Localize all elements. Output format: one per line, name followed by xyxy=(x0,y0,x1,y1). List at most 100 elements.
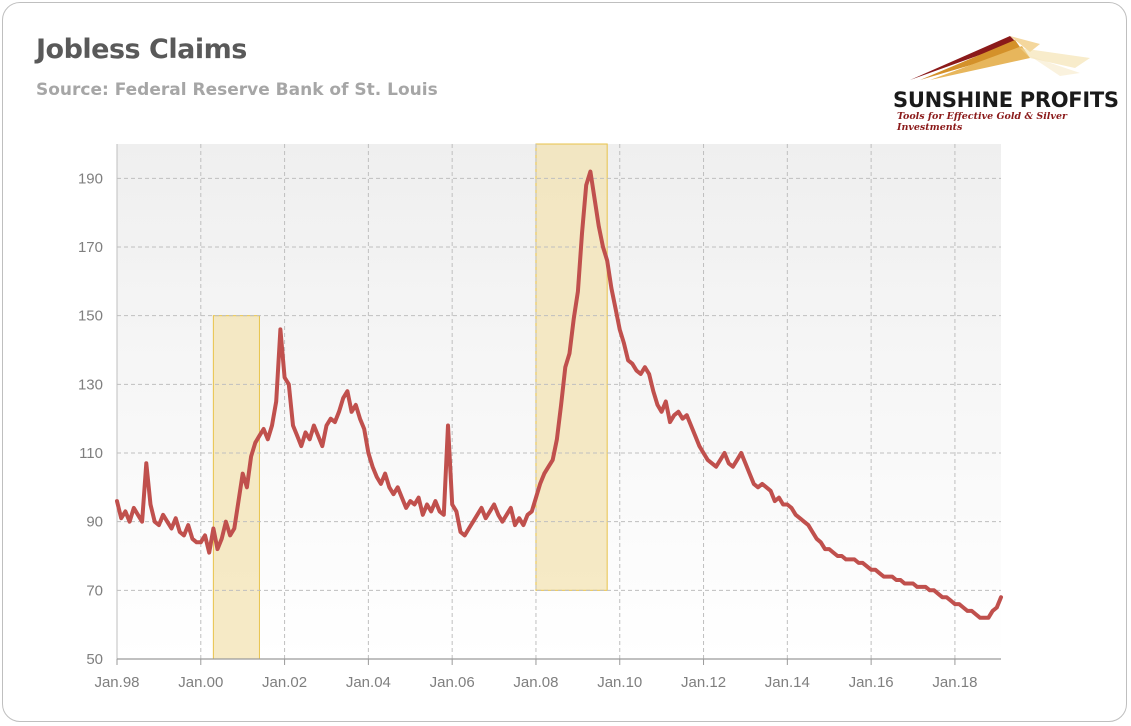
data-point xyxy=(479,506,483,510)
y-tick-label: 170 xyxy=(78,239,103,256)
x-tick-label: Jan.18 xyxy=(932,674,977,691)
data-point xyxy=(249,454,253,458)
data-point xyxy=(878,571,882,575)
data-point xyxy=(769,489,773,493)
data-point xyxy=(509,506,513,510)
data-point xyxy=(312,424,316,428)
data-point xyxy=(304,430,308,434)
highlight-band-1 xyxy=(212,315,260,660)
data-point xyxy=(224,520,228,524)
data-point xyxy=(392,492,396,496)
data-point xyxy=(588,169,592,173)
highlight-band-2 xyxy=(535,143,608,591)
data-point xyxy=(622,341,626,345)
y-tick-label: 110 xyxy=(79,445,103,462)
data-point xyxy=(228,533,232,537)
x-tick-label: Jan.10 xyxy=(597,674,642,691)
data-point xyxy=(907,581,911,585)
data-point xyxy=(945,595,949,599)
data-point xyxy=(593,197,597,201)
data-point xyxy=(643,365,647,369)
data-point xyxy=(722,451,726,455)
data-point xyxy=(291,424,295,428)
data-point xyxy=(957,602,961,606)
data-point xyxy=(810,530,814,534)
y-tick-label: 90 xyxy=(86,514,103,531)
data-point xyxy=(371,465,375,469)
data-point xyxy=(132,506,136,510)
x-tick-label: Jan.12 xyxy=(681,674,726,691)
data-point xyxy=(911,581,915,585)
data-point xyxy=(815,537,819,541)
data-point xyxy=(739,451,743,455)
data-point xyxy=(961,606,965,609)
data-point xyxy=(316,434,320,438)
data-point xyxy=(798,516,802,520)
data-point xyxy=(710,461,714,465)
data-point xyxy=(563,365,567,369)
data-point xyxy=(635,369,639,373)
data-point xyxy=(630,362,634,366)
data-point xyxy=(241,472,245,476)
data-point xyxy=(865,564,869,568)
data-point xyxy=(773,499,777,503)
data-point xyxy=(576,290,580,294)
data-point xyxy=(446,424,450,428)
data-point xyxy=(727,461,731,465)
data-point xyxy=(408,499,412,503)
data-point xyxy=(429,509,433,513)
data-point xyxy=(999,595,1003,599)
x-tick-label: Jan.98 xyxy=(94,674,139,691)
data-point xyxy=(345,389,349,393)
data-point xyxy=(618,327,622,331)
data-point xyxy=(333,420,337,424)
data-point xyxy=(195,540,199,544)
data-point xyxy=(387,485,391,489)
data-point xyxy=(421,513,425,517)
data-point xyxy=(597,224,601,228)
data-point xyxy=(844,557,848,561)
data-point xyxy=(651,389,655,393)
data-point xyxy=(136,513,140,517)
data-point xyxy=(764,485,768,489)
data-point xyxy=(861,561,865,565)
x-tick-label: Jan.02 xyxy=(262,674,307,691)
data-point xyxy=(995,606,999,609)
data-point xyxy=(471,520,475,524)
data-point xyxy=(794,513,798,517)
chart-subtitle: Source: Federal Reserve Bank of St. Loui… xyxy=(36,80,438,100)
data-point xyxy=(731,465,735,469)
y-axis: 50 70 90 110 130 150 170 190 xyxy=(78,170,103,668)
data-point xyxy=(450,503,454,506)
data-point xyxy=(438,509,442,513)
data-point xyxy=(149,503,153,506)
data-point xyxy=(982,616,986,620)
data-point xyxy=(119,516,123,520)
data-point xyxy=(220,537,224,541)
data-point xyxy=(882,575,886,579)
data-point xyxy=(781,503,785,506)
data-point xyxy=(605,259,609,263)
data-point xyxy=(123,509,127,513)
data-point xyxy=(169,527,173,531)
data-point xyxy=(559,403,563,407)
data-point xyxy=(626,358,630,362)
series-layer xyxy=(115,169,1003,620)
data-point xyxy=(609,286,613,290)
data-point xyxy=(404,506,408,510)
data-point xyxy=(932,588,936,592)
data-point xyxy=(383,472,387,476)
data-point xyxy=(668,420,672,424)
data-point xyxy=(488,509,492,513)
x-tick-label: Jan.16 xyxy=(849,674,894,691)
data-point xyxy=(257,434,261,438)
data-point xyxy=(266,437,270,441)
data-point xyxy=(216,547,220,551)
data-point xyxy=(848,557,852,561)
data-point xyxy=(517,516,521,520)
data-point xyxy=(350,410,354,414)
data-point xyxy=(211,527,215,531)
data-point xyxy=(174,516,178,520)
data-point xyxy=(505,513,509,517)
